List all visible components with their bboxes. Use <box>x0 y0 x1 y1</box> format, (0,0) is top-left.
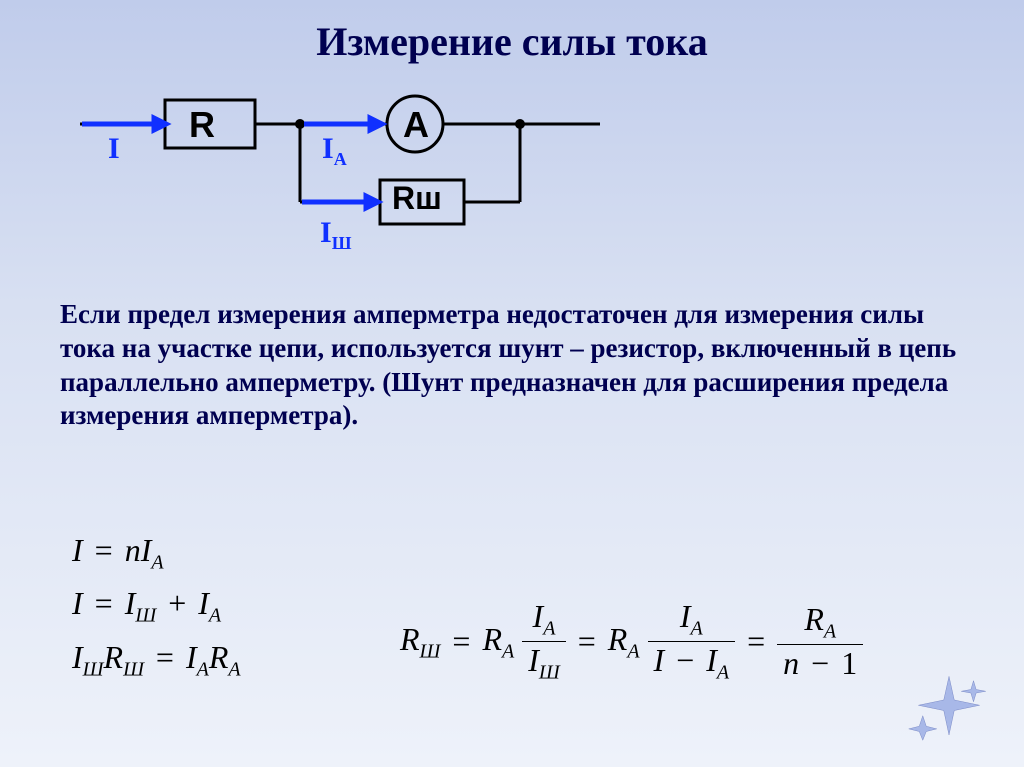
ammeter-label: A <box>403 104 429 146</box>
formula-shunt-resistance: RШ = RA IA IШ = RA IA I − IA = RA n − 1 <box>400 600 863 684</box>
circuit-svg <box>70 80 670 280</box>
shunt-label: Rш <box>392 180 442 217</box>
body-paragraph: Если предел измерения амперметра недоста… <box>60 298 960 433</box>
formula-1: I = nIA <box>72 525 241 578</box>
resistor-label: R <box>189 104 215 146</box>
formula-3: IШRШ = IARA <box>72 632 241 685</box>
label-IA: IА <box>322 132 347 170</box>
circuit-diagram: R A Rш I IА IШ <box>70 80 670 280</box>
formulas-left: I = nIA I = IШ + IA IШRШ = IARA <box>72 525 241 685</box>
formula-2: I = IШ + IA <box>72 578 241 631</box>
sparkle-icon <box>904 672 994 742</box>
label-ISH: IШ <box>320 216 351 254</box>
page-title: Измерение силы тока <box>0 0 1024 65</box>
label-I: I <box>108 132 120 166</box>
